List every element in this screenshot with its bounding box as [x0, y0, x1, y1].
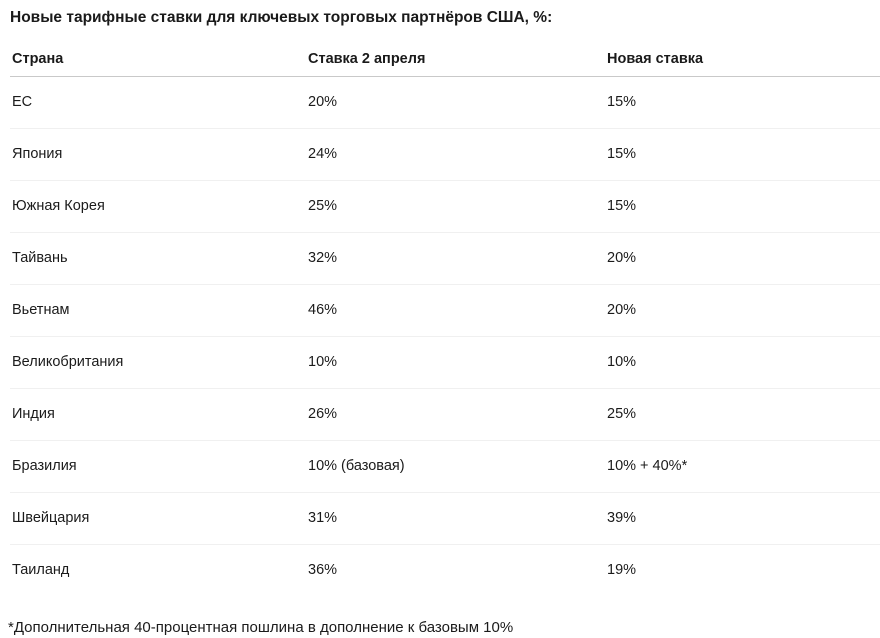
table-row: Япония 24% 15% — [10, 128, 880, 181]
table-row: Таиланд 36% 19% — [10, 545, 880, 597]
april-rate-cell: 20% — [306, 76, 605, 129]
new-rate-cell: 19% — [607, 562, 637, 578]
column-header-april-rate: Ставка 2 апреля — [306, 44, 605, 77]
table-row: Бразилия 10% (базовая) 10% + 40%* — [10, 440, 880, 493]
new-rate-cell: 20% — [605, 284, 880, 337]
new-rate-cell: 15% — [605, 180, 880, 233]
table-header: Страна Ставка 2 апреля Новая ставка — [10, 44, 880, 77]
table-row: Швейцария 31% 39% — [10, 492, 880, 545]
country-cell: Бразилия — [10, 440, 306, 493]
country-cell: Великобритания — [10, 336, 306, 389]
column-header-country: Страна — [10, 44, 306, 77]
new-rate-cell: 10% — [605, 336, 880, 389]
new-rate-cell: 10% + 40%* — [605, 440, 880, 493]
table-row: ЕС 20% 15% — [10, 76, 880, 129]
april-rate-cell: 25% — [306, 180, 605, 233]
country-cell: Таиланд — [12, 562, 70, 578]
country-cell: Швейцария — [10, 492, 306, 545]
table-body: ЕС 20% 15% Япония 24% 15% Южная Корея 25… — [10, 76, 880, 597]
column-header-new-rate: Новая ставка — [605, 44, 880, 77]
april-rate-cell: 10% — [306, 336, 605, 389]
table-row: Индия 26% 25% — [10, 388, 880, 441]
april-rate-cell: 36% — [308, 562, 338, 578]
new-rate-cell: 15% — [605, 128, 880, 181]
table-row: Вьетнам 46% 20% — [10, 284, 880, 337]
new-rate-cell: 39% — [605, 492, 880, 545]
april-rate-cell: 10% (базовая) — [306, 440, 605, 493]
country-cell: Япония — [10, 128, 306, 181]
april-rate-cell: 31% — [306, 492, 605, 545]
new-rate-cell: 20% — [605, 232, 880, 285]
header-row: Страна Ставка 2 апреля Новая ставка — [10, 44, 880, 77]
country-cell: Индия — [10, 388, 306, 441]
page-title: Новые тарифные ставки для ключевых торго… — [10, 9, 553, 26]
table-row: Великобритания 10% 10% — [10, 336, 880, 389]
table-row: Южная Корея 25% 15% — [10, 180, 880, 233]
april-rate-cell: 24% — [306, 128, 605, 181]
country-cell: Тайвань — [10, 232, 306, 285]
country-cell: ЕС — [10, 76, 306, 129]
april-rate-cell: 32% — [306, 232, 605, 285]
new-rate-cell: 25% — [605, 388, 880, 441]
table-row: Тайвань 32% 20% — [10, 232, 880, 285]
footnote: *Дополнительная 40-процентная пошлина в … — [8, 619, 514, 636]
country-cell: Вьетнам — [10, 284, 306, 337]
tariff-table: Страна Ставка 2 апреля Новая ставка ЕС 2… — [10, 44, 880, 596]
country-cell: Южная Корея — [10, 180, 306, 233]
april-rate-cell: 46% — [306, 284, 605, 337]
new-rate-cell: 15% — [605, 76, 880, 129]
april-rate-cell: 26% — [306, 388, 605, 441]
